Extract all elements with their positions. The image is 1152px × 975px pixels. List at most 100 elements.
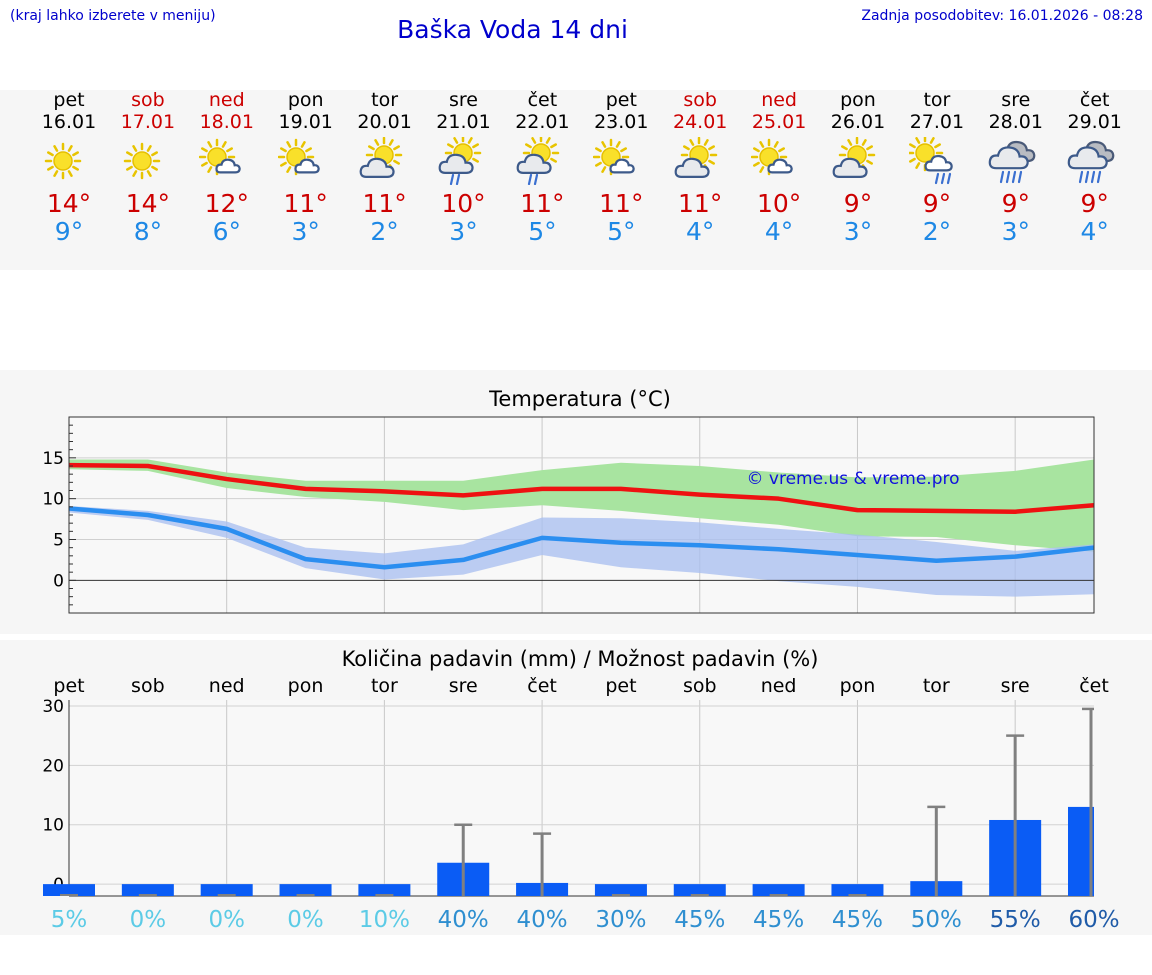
day-column: pet 23.01 11° 5° bbox=[581, 89, 661, 246]
max-range-band bbox=[69, 459, 1094, 552]
precipitation-bar bbox=[200, 884, 253, 896]
min-temperature: 3° bbox=[1001, 217, 1030, 246]
precipitation-probability: 5% bbox=[51, 907, 88, 933]
precipitation-probability: 40% bbox=[517, 907, 568, 933]
y-tick-label: 5 bbox=[53, 531, 64, 551]
day-date: 25.01 bbox=[751, 111, 807, 133]
sun-rain-icon bbox=[908, 137, 953, 185]
precipitation-probability: 55% bbox=[990, 907, 1041, 933]
day-date: 27.01 bbox=[909, 111, 965, 133]
last-updated: Zadnja posodobitev: 16.01.2026 - 08:28 bbox=[861, 8, 1143, 24]
rain-cloud-icon bbox=[1067, 140, 1115, 184]
min-temperature: 2° bbox=[370, 217, 399, 246]
day-column: čet 29.01 9° 4° bbox=[1055, 89, 1135, 246]
day-column: sob 17.01 14° 8° bbox=[108, 89, 188, 246]
x-category-label: sre bbox=[1001, 675, 1030, 697]
cloud-sun-rain-icon bbox=[438, 137, 481, 185]
day-name: tor bbox=[371, 89, 399, 111]
day-date: 17.01 bbox=[120, 111, 176, 133]
day-name: pon bbox=[287, 89, 324, 111]
cloud-sun-icon bbox=[674, 137, 718, 178]
day-name: sre bbox=[1001, 89, 1031, 111]
day-column: tor 20.01 11° 2° bbox=[345, 89, 425, 246]
sun-icon bbox=[123, 142, 161, 180]
x-category-label: sob bbox=[131, 675, 165, 697]
day-name: čet bbox=[1079, 89, 1110, 111]
max-temperature: 9° bbox=[1080, 189, 1109, 218]
cloud-sun-icon bbox=[359, 137, 402, 178]
location-hint-link[interactable]: (kraj lahko izberete v meniju) bbox=[10, 8, 216, 24]
day-column: tor 27.01 9° 2° bbox=[897, 89, 977, 246]
sun-cloud-icon bbox=[593, 138, 636, 176]
day-name: ned bbox=[208, 89, 245, 111]
precipitation-probability: 10% bbox=[359, 907, 410, 933]
max-temperature: 11° bbox=[362, 189, 407, 218]
x-category-label: sre bbox=[449, 675, 478, 697]
x-category-label: čet bbox=[527, 675, 557, 697]
y-tick-label: 10 bbox=[42, 490, 64, 510]
day-column: ned 18.01 12° 6° bbox=[187, 89, 267, 246]
min-temperature: 6° bbox=[212, 217, 241, 246]
max-temperature: 14° bbox=[46, 189, 92, 218]
max-temperature: 9° bbox=[843, 189, 873, 218]
day-column: pon 19.01 11° 3° bbox=[266, 89, 346, 246]
x-category-label: pon bbox=[288, 675, 324, 697]
min-temperature-line bbox=[68, 506, 1095, 570]
precipitation-bar bbox=[358, 884, 411, 896]
x-category-label: sob bbox=[683, 675, 717, 697]
max-temperature-line bbox=[68, 462, 1095, 514]
max-temperature: 11° bbox=[599, 189, 644, 218]
x-category-label: tor bbox=[371, 675, 398, 697]
day-date: 26.01 bbox=[830, 111, 886, 133]
day-date: 16.01 bbox=[41, 111, 97, 133]
precipitation-probability: 0% bbox=[130, 907, 167, 933]
min-temperature: 3° bbox=[449, 217, 478, 246]
day-date: 23.01 bbox=[594, 111, 649, 133]
day-date: 28.01 bbox=[988, 111, 1043, 133]
cloud-sun-icon bbox=[832, 137, 876, 178]
precipitation-probability: 30% bbox=[595, 907, 646, 933]
min-range-band bbox=[69, 506, 1094, 597]
x-category-label: ned bbox=[761, 675, 797, 697]
temperature-chart-title: Temperatura (°C) bbox=[489, 387, 671, 411]
max-temperature: 11° bbox=[283, 189, 328, 218]
precipitation-probability: 45% bbox=[832, 907, 883, 933]
max-temperature: 11° bbox=[520, 189, 565, 218]
plot-area bbox=[69, 700, 1094, 896]
min-temperature: 2° bbox=[922, 217, 952, 246]
day-column: sob 24.01 11° 4° bbox=[660, 89, 740, 246]
day-name: pet bbox=[53, 89, 85, 111]
min-temperature: 9° bbox=[54, 217, 84, 246]
sun-icon bbox=[44, 142, 82, 180]
precipitation-probability: 45% bbox=[674, 907, 725, 933]
precipitation-bar bbox=[43, 884, 95, 896]
day-column: pet 16.01 14° 9° bbox=[29, 89, 109, 246]
temperature-chart: 0 5 10 15 © vreme.us & vreme.pro bbox=[42, 416, 1095, 614]
y-tick-label: 10 bbox=[42, 816, 64, 836]
y-tick-label: 15 bbox=[42, 449, 64, 469]
x-category-label: pet bbox=[605, 675, 636, 697]
min-temperature: 4° bbox=[1080, 217, 1109, 246]
precipitation-bar bbox=[594, 884, 647, 896]
day-name: sob bbox=[683, 89, 717, 111]
copyright-watermark: © vreme.us & vreme.pro bbox=[746, 469, 959, 489]
rain-cloud-icon bbox=[988, 140, 1036, 184]
day-date: 21.01 bbox=[436, 111, 491, 133]
sun-cloud-icon bbox=[198, 138, 241, 176]
precipitation-probability: 0% bbox=[208, 907, 245, 933]
min-temperature: 4° bbox=[685, 217, 715, 246]
max-temperature: 10° bbox=[756, 189, 802, 218]
sun-cloud-icon bbox=[277, 138, 320, 176]
min-temperature: 3° bbox=[291, 217, 320, 246]
day-column: ned 25.01 10° 4° bbox=[739, 89, 819, 246]
y-tick-label: 0 bbox=[53, 571, 64, 591]
precipitation-bar bbox=[752, 884, 805, 896]
day-name: čet bbox=[527, 89, 558, 111]
x-category-label: pon bbox=[840, 675, 876, 697]
day-date: 18.01 bbox=[199, 111, 254, 133]
min-temperature: 8° bbox=[133, 217, 163, 246]
day-date: 19.01 bbox=[278, 111, 333, 133]
precipitation-bar bbox=[831, 884, 884, 896]
max-temperature: 10° bbox=[441, 189, 486, 218]
x-category-label: tor bbox=[923, 675, 950, 697]
